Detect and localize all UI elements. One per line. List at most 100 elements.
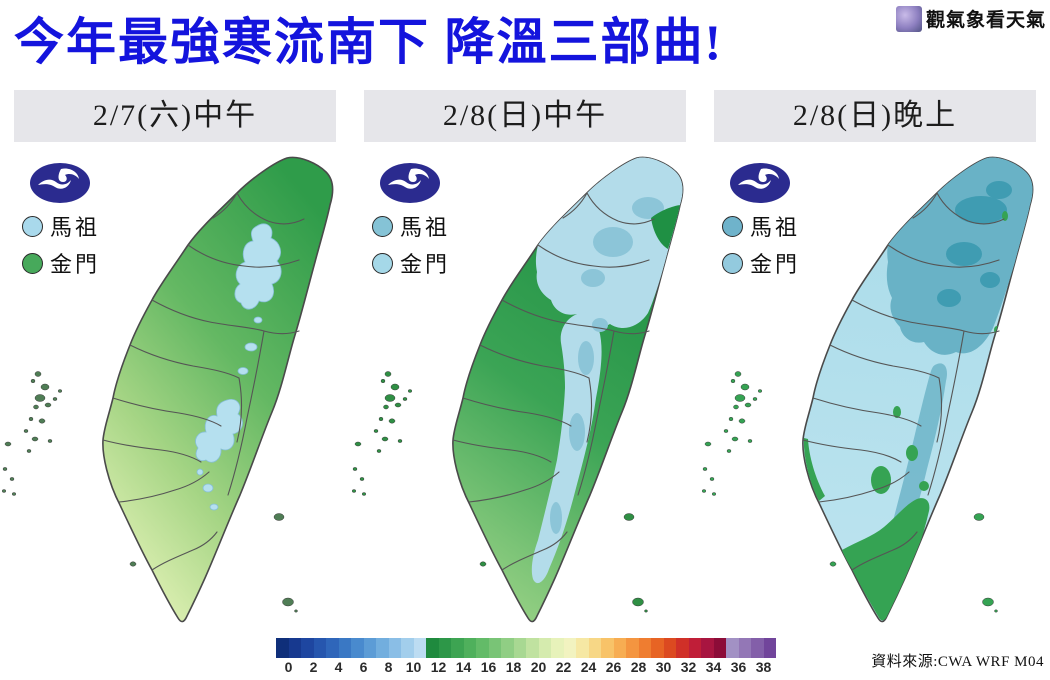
legend-label: 馬祖 — [400, 215, 451, 240]
colorbar-cell — [751, 638, 764, 658]
colorbar-cell — [738, 638, 751, 658]
colorbar-tick-label: 24 — [580, 659, 597, 675]
colorbar-cell — [476, 638, 489, 658]
colorbar-cell — [501, 638, 514, 658]
colorbar-tick-label: 14 — [455, 659, 472, 675]
colorbar-cell — [663, 638, 676, 658]
panel-header: 2/8(日)中午 — [364, 90, 686, 142]
map-feb8-evening: 馬祖 金門 — [700, 150, 1050, 630]
colorbar-tick-label: 22 — [555, 659, 572, 675]
taiwan-map-svg — [1, 156, 334, 623]
colorbar-cell — [326, 638, 339, 658]
taiwan-map-svg — [701, 156, 1034, 623]
legend-color-dot — [722, 215, 743, 237]
map-feb8-noon: 馬祖 金門 — [350, 150, 700, 630]
colorbar-cell — [513, 638, 526, 658]
panel-feb7-noon: 2/7(六)中午 馬祖金門 — [0, 90, 350, 630]
colorbar-tick-label: 16 — [480, 659, 497, 675]
colorbar-cell — [713, 638, 726, 658]
legend-color-dot — [722, 252, 743, 274]
colorbar-tick-label: 38 — [755, 659, 772, 675]
legend-items: 馬祖金門 — [22, 210, 100, 279]
colorbar-cell — [601, 638, 614, 658]
colorbar-cell — [451, 638, 464, 658]
colorbar-cell — [313, 638, 326, 658]
colorbar-tick-label: 32 — [680, 659, 697, 675]
colorbar-cell — [726, 638, 739, 658]
colorbar-cell — [338, 638, 351, 658]
legend-items: 馬祖 金門 — [372, 210, 450, 279]
map-feb7-noon: 馬祖金門 — [0, 150, 350, 630]
colorbar-cell — [763, 638, 776, 658]
legend-label: 馬祖 — [750, 215, 801, 240]
colorbar-cell — [438, 638, 451, 658]
offshore-islands — [973, 513, 998, 613]
footer: 0 2 4 6 8 10 12 14 16 18 20 22 24 26 28 30 32 34 36 38 資料來源… — [0, 630, 1050, 680]
legend-label: 金門 — [50, 252, 101, 277]
colorbar-tick-label: 10 — [405, 659, 422, 675]
colorbar-cell — [588, 638, 601, 658]
colorbar-tick-label: 20 — [530, 659, 547, 675]
panel-header: 2/7(六)中午 — [14, 90, 336, 142]
colorbar-cell — [701, 638, 714, 658]
legend-label: 金門 — [400, 252, 451, 277]
offshore-islands — [623, 513, 648, 613]
legend-label: 金門 — [750, 252, 801, 277]
colorbar-cell — [576, 638, 589, 658]
legend-item: 馬祖 — [722, 210, 800, 242]
panel-feb8-noon: 2/8(日)中午 馬祖金門 — [350, 90, 700, 630]
colorbar-cell — [688, 638, 701, 658]
panel-legend: 馬祖金門 — [22, 162, 100, 279]
colorbar-cell — [301, 638, 314, 658]
brand: 觀氣象看天氣 — [895, 5, 1046, 32]
colorbar-cell — [401, 638, 414, 658]
colorbar-cell — [638, 638, 651, 658]
colorbar-cell — [351, 638, 364, 658]
taiwan-island — [102, 156, 334, 623]
colorbar-tick-label: 30 — [655, 659, 672, 675]
legend-item: 馬祖 — [22, 210, 100, 242]
legend-item: 金門 — [722, 247, 800, 279]
panel-legend: 馬祖 金門 — [372, 162, 450, 279]
colorbar-ticks: 0 2 4 6 8 10 12 14 16 18 20 22 24 26 28 30 32 34 36 38 — [276, 659, 776, 677]
cold-mountain-patches — [195, 223, 282, 511]
page-title: 今年最強寒流南下 降溫三部曲! — [14, 14, 724, 70]
legend-items: 馬祖 金門 — [722, 210, 800, 279]
panel-header: 2/8(日)晚上 — [714, 90, 1036, 142]
colorbar-tick-label: 0 — [284, 659, 293, 675]
colorbar-tick-label: 12 — [430, 659, 447, 675]
title-row: 今年最強寒流南下 降溫三部曲! 觀氣象看天氣 — [0, 0, 1050, 88]
colorbar-cell — [626, 638, 639, 658]
colorbar-cell — [563, 638, 576, 658]
cwa-logo-icon — [730, 163, 790, 203]
cold-air-region — [803, 157, 1033, 621]
colorbar-cell — [413, 638, 426, 658]
legend-color-dot — [372, 252, 393, 274]
brand-name: 觀氣象看天氣 — [925, 10, 1046, 31]
colorbar-cell — [376, 638, 389, 658]
colorbar-cell — [676, 638, 689, 658]
colorbar-tick-label: 26 — [605, 659, 622, 675]
brand-logo-image — [895, 5, 922, 32]
colorbar-cell — [613, 638, 626, 658]
colorbar-cell — [651, 638, 664, 658]
cwa-logo-icon — [30, 163, 90, 203]
legend-color-dot — [372, 215, 393, 237]
colorbar-cell — [363, 638, 376, 658]
colorbar-cell — [288, 638, 301, 658]
forecast-panels: 2/7(六)中午 馬祖金門 — [0, 90, 1050, 630]
colorbar-tick-label: 4 — [334, 659, 343, 675]
data-source-note: 資料來源:CWA WRF M04 — [871, 654, 1044, 670]
offshore-islands — [273, 513, 298, 613]
colorbar-cell — [538, 638, 551, 658]
cwa-logo-icon — [380, 163, 440, 203]
colorbar-cell — [426, 638, 439, 658]
colorbar-tick-label: 18 — [505, 659, 522, 675]
colorbar-cell — [488, 638, 501, 658]
legend-item: 金門 — [22, 247, 100, 279]
colorbar-cell — [463, 638, 476, 658]
legend-item: 金門 — [372, 247, 450, 279]
taiwan-map-svg — [351, 156, 684, 623]
cold-air-region — [531, 157, 683, 584]
